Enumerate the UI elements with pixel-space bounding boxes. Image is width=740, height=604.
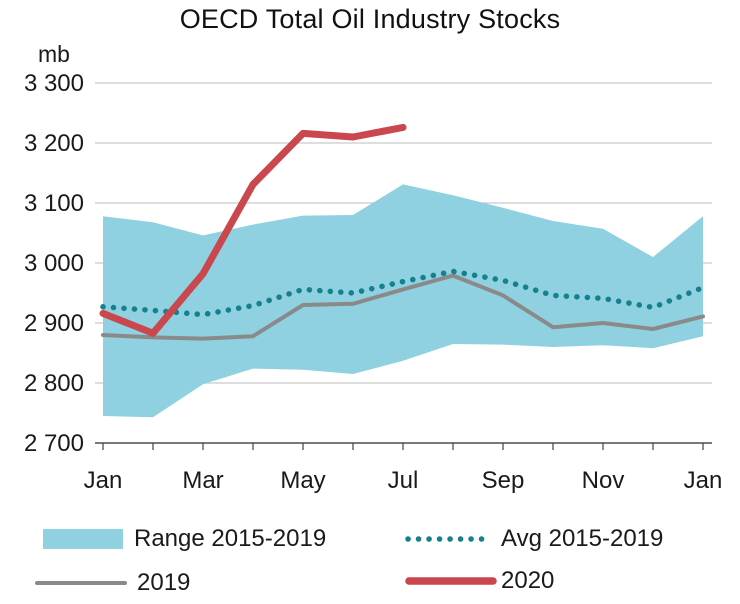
x-tick-label: Nov bbox=[582, 467, 625, 494]
legend-item-2020: 2020 bbox=[405, 567, 554, 595]
swatch-shape bbox=[43, 529, 123, 549]
chart-title: OECD Total Oil Industry Stocks bbox=[179, 4, 561, 34]
x-tick-label: Jan bbox=[84, 467, 123, 494]
legend-item-avg: Avg 2015-2019 bbox=[403, 525, 663, 553]
x-tick-label: Mar bbox=[182, 467, 223, 494]
x-tick-label: Sep bbox=[482, 467, 525, 494]
y-axis-unit-label: mb bbox=[38, 41, 70, 67]
legend-label-2019: 2019 bbox=[137, 569, 191, 596]
legend-label-2020: 2020 bbox=[501, 567, 555, 594]
y-tick-label: 3 000 bbox=[24, 250, 84, 277]
range-band-swatch-icon bbox=[43, 529, 123, 549]
legend-label-range: Range 2015-2019 bbox=[134, 525, 327, 552]
y-tick-label: 3 100 bbox=[24, 190, 84, 217]
legend: Range 2015-2019 Avg 2015-2019 2019 2020 bbox=[0, 516, 740, 604]
range-band bbox=[103, 184, 703, 418]
line-2020 bbox=[99, 123, 407, 337]
avg-dotted-line-swatch-icon bbox=[405, 536, 493, 542]
line-2020-swatch-icon bbox=[405, 577, 497, 585]
legend-item-2019: 2019 bbox=[35, 569, 190, 597]
y-tick-label: 2 900 bbox=[24, 310, 84, 337]
y-tick-label: 3 300 bbox=[24, 70, 84, 97]
line-2019-swatch-icon bbox=[35, 581, 127, 585]
y-tick-label: 2 700 bbox=[24, 430, 84, 457]
x-tick-label: Jan bbox=[684, 467, 723, 494]
line-chart: 3 300 3 200 3 100 3 000 2 900 2 800 2 700 mb Jan… bbox=[24, 41, 723, 494]
line-2019 bbox=[101, 273, 705, 341]
x-tick-label: May bbox=[280, 467, 325, 494]
legend-label-avg: Avg 2015-2019 bbox=[501, 525, 664, 552]
y-tick-label: 3 200 bbox=[24, 130, 84, 157]
x-tick-label: Jul bbox=[388, 467, 419, 494]
y-tick-label: 2 800 bbox=[24, 370, 84, 397]
avg-2015-2019-line bbox=[100, 268, 706, 318]
legend-item-range: Range 2015-2019 bbox=[43, 525, 326, 553]
